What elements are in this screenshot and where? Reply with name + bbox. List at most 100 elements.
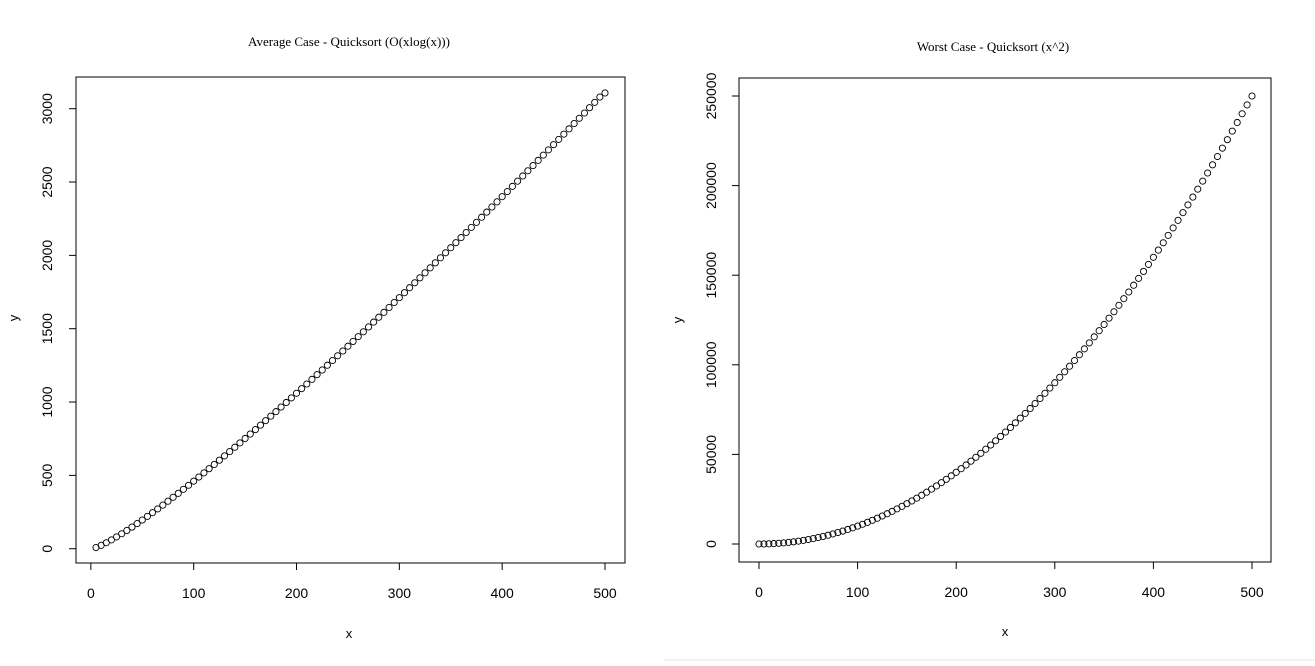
data-point — [1090, 333, 1098, 341]
data-point — [1213, 152, 1222, 161]
data-point — [1061, 368, 1069, 376]
data-point — [755, 540, 763, 548]
data-point — [1149, 253, 1157, 261]
data-point — [107, 536, 115, 544]
data-point — [957, 465, 965, 473]
data-point — [267, 412, 275, 420]
data-point — [478, 213, 486, 221]
x-tick-label: 500 — [593, 585, 617, 601]
data-point — [1105, 314, 1113, 322]
data-point — [190, 477, 198, 485]
plot-frame — [738, 77, 1272, 563]
data-point — [972, 453, 980, 461]
data-point — [1204, 169, 1212, 177]
data-point — [1036, 394, 1044, 402]
data-point — [421, 269, 429, 277]
data-point — [1095, 327, 1103, 335]
data-point — [442, 249, 450, 257]
data-point — [834, 528, 842, 537]
data-point — [462, 228, 470, 237]
chart-title: Average Case - Quicksort (O(xlog(x))) — [248, 34, 450, 49]
x-tick-label: 400 — [490, 585, 514, 601]
data-point — [1016, 414, 1024, 422]
data-point — [215, 456, 223, 464]
data-point — [514, 177, 522, 185]
data-point — [824, 531, 832, 539]
data-point — [565, 125, 573, 133]
data-point — [1011, 419, 1019, 427]
data-point — [359, 328, 367, 336]
x-tick-label: 100 — [182, 585, 206, 601]
data-point — [149, 509, 157, 517]
data-point — [863, 518, 872, 526]
data-point — [1154, 246, 1162, 254]
data-point — [596, 93, 604, 101]
data-point — [349, 337, 357, 345]
data-point — [839, 527, 847, 535]
data-point — [799, 536, 807, 544]
y-tick-label: 1500 — [39, 313, 55, 344]
data-point — [334, 352, 342, 360]
data-point — [318, 366, 326, 374]
data-point — [544, 146, 552, 154]
data-point — [539, 151, 547, 159]
data-point — [220, 452, 229, 460]
data-point — [488, 203, 496, 211]
data-point — [246, 430, 254, 438]
data-point — [962, 461, 970, 469]
data-point — [534, 156, 542, 164]
data-point — [570, 120, 578, 128]
data-point — [858, 520, 867, 528]
data-point — [339, 347, 347, 355]
data-point — [1026, 404, 1034, 413]
data-point — [1070, 356, 1079, 365]
data-point — [1228, 127, 1236, 135]
x-tick-label: 400 — [1142, 584, 1166, 600]
data-point — [1144, 260, 1153, 268]
data-point — [231, 443, 239, 451]
x-tick-label: 200 — [945, 584, 969, 600]
data-point — [467, 223, 475, 231]
data-point — [1115, 301, 1123, 309]
data-point — [1189, 193, 1197, 201]
x-axis: 0 100 200 300 400 500 — [87, 562, 617, 601]
data-point — [1006, 423, 1014, 432]
data-point — [406, 284, 414, 292]
y-tick-label: 50000 — [703, 435, 719, 474]
data-point — [952, 468, 960, 476]
data-point — [287, 394, 295, 402]
data-point — [503, 187, 511, 196]
data-point — [328, 356, 337, 365]
plot-frame — [75, 76, 626, 564]
data-point — [128, 523, 136, 531]
x-tick-label: 0 — [87, 585, 95, 601]
data-point — [292, 389, 301, 397]
y-tick-label: 100000 — [703, 341, 719, 388]
data-point — [809, 535, 817, 543]
data-point — [591, 98, 599, 106]
data-point — [937, 479, 945, 487]
data-point — [354, 333, 362, 341]
data-point — [308, 375, 316, 383]
data-point — [601, 89, 609, 97]
x-tick-label: 300 — [1043, 584, 1067, 600]
data-points — [92, 89, 609, 552]
data-point — [380, 308, 388, 316]
data-point — [1021, 409, 1029, 417]
worst-case-chart: Worst Case - Quicksort (x^2) x y 0 100 200… — [670, 39, 1272, 639]
data-point — [483, 208, 491, 216]
chart-title: Worst Case - Quicksort (x^2) — [917, 39, 1069, 54]
data-point — [942, 475, 950, 483]
data-point — [1238, 110, 1246, 118]
data-point — [849, 524, 857, 532]
data-point — [498, 193, 506, 201]
data-point — [1120, 295, 1128, 303]
y-axis: 0 50000 100000 150000 200000 250000 — [703, 72, 740, 548]
data-point — [928, 485, 936, 493]
data-point — [508, 182, 517, 190]
data-point — [416, 274, 424, 282]
data-point — [457, 234, 465, 242]
data-point — [226, 448, 234, 456]
x-tick-label: 300 — [388, 585, 412, 601]
